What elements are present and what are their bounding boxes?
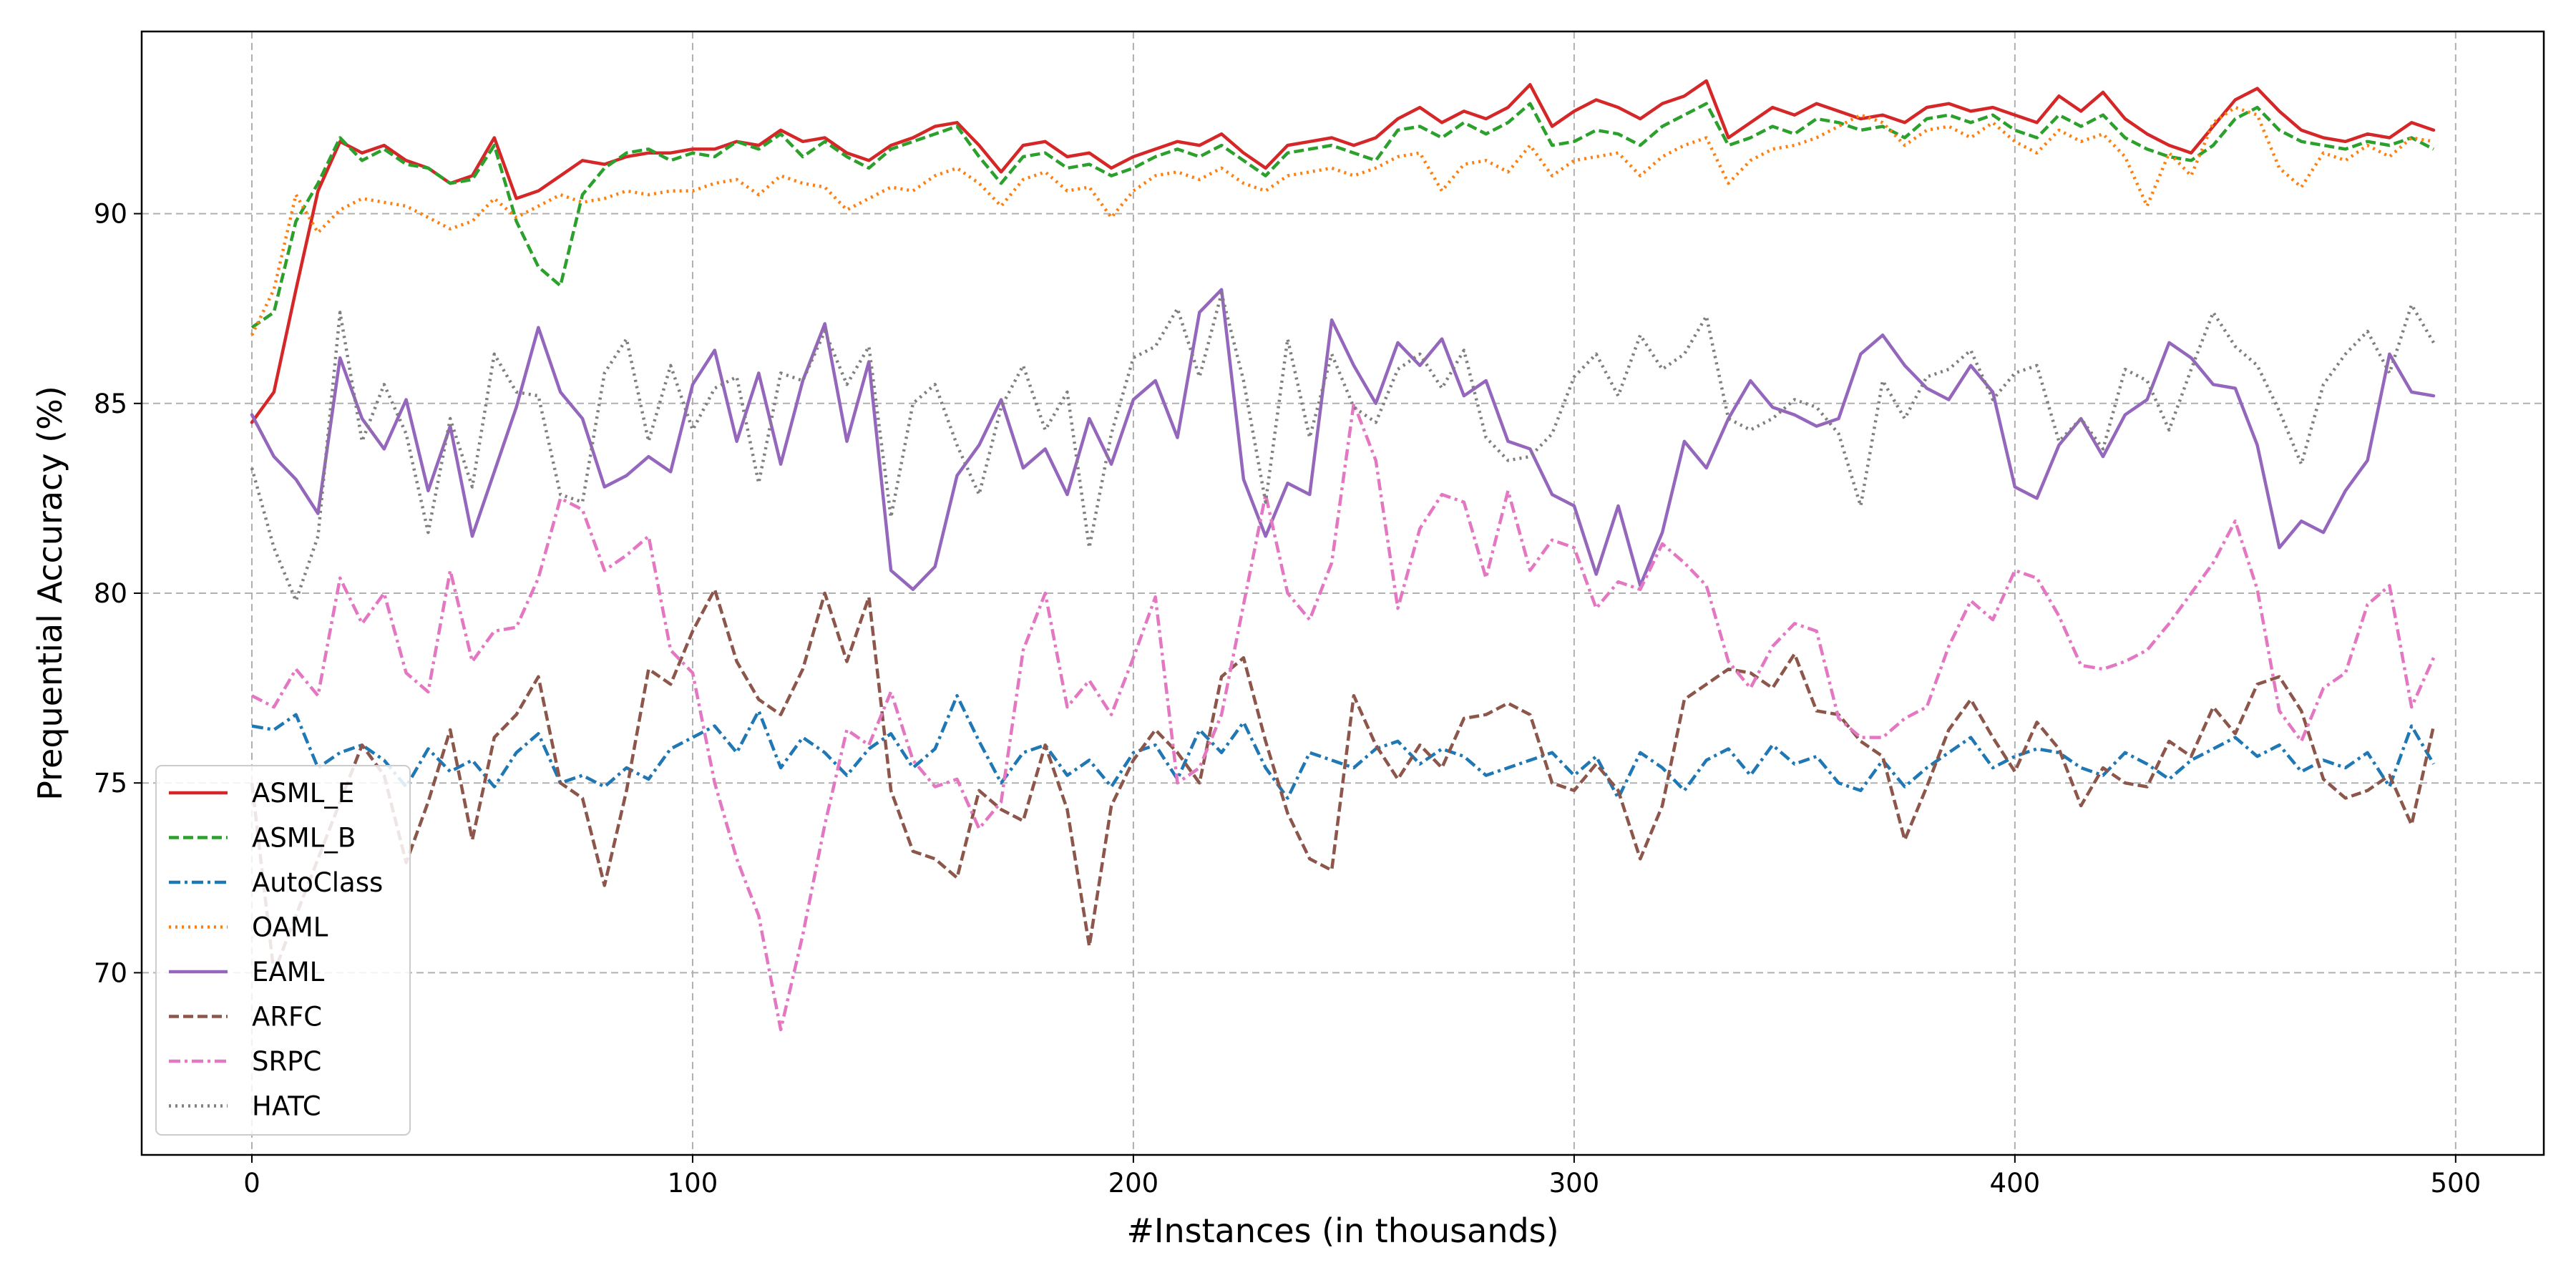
x-tick-label: 300 [1549, 1168, 1600, 1199]
y-tick-label: 90 [94, 199, 127, 230]
x-tick-label: 0 [243, 1168, 260, 1199]
legend-label-asml-e: ASML_E [252, 778, 354, 809]
y-tick-label: 70 [94, 957, 127, 988]
x-tick-label: 200 [1108, 1168, 1159, 1199]
y-axis-title: Prequential Accuracy (%) [31, 386, 69, 801]
legend-label-autoclass: AutoClass [252, 867, 383, 898]
series-line-eaml [250, 288, 2436, 591]
legend-label-asml-b: ASML_B [252, 823, 356, 854]
grid [142, 31, 2544, 1155]
y-tick-label: 75 [94, 768, 127, 799]
legend-label-oaml: OAML [252, 912, 328, 943]
legend-label-eaml: EAML [252, 957, 325, 987]
legend-label-arfc: ARFC [252, 1002, 322, 1033]
axis-ticks: 0 100 200 300 400 500 70 75 80 85 90 [94, 199, 2481, 1199]
legend: ASML_E ASML_B AutoClass OAML EAML ARFC SRPC HAT… [155, 765, 411, 1136]
series-line-oaml [250, 105, 2434, 336]
x-tick-label: 100 [668, 1168, 718, 1199]
series-layer [250, 79, 2436, 1032]
legend-label-srpc: SRPC [252, 1046, 321, 1077]
y-tick-label: 80 [94, 578, 127, 609]
series-line-autoclass [251, 693, 2435, 800]
series-line-asml-b [250, 102, 2435, 329]
legend-box [155, 765, 411, 1136]
x-tick-label: 500 [2430, 1168, 2481, 1199]
y-tick-label: 85 [94, 389, 127, 419]
series-line-srpc [250, 401, 2436, 1032]
x-axis-title: #Instances (in thousands) [1126, 1211, 1558, 1250]
x-tick-label: 400 [1990, 1168, 2041, 1199]
legend-label-hatc: HATC [252, 1091, 321, 1122]
series-line-arfc [250, 587, 2436, 975]
